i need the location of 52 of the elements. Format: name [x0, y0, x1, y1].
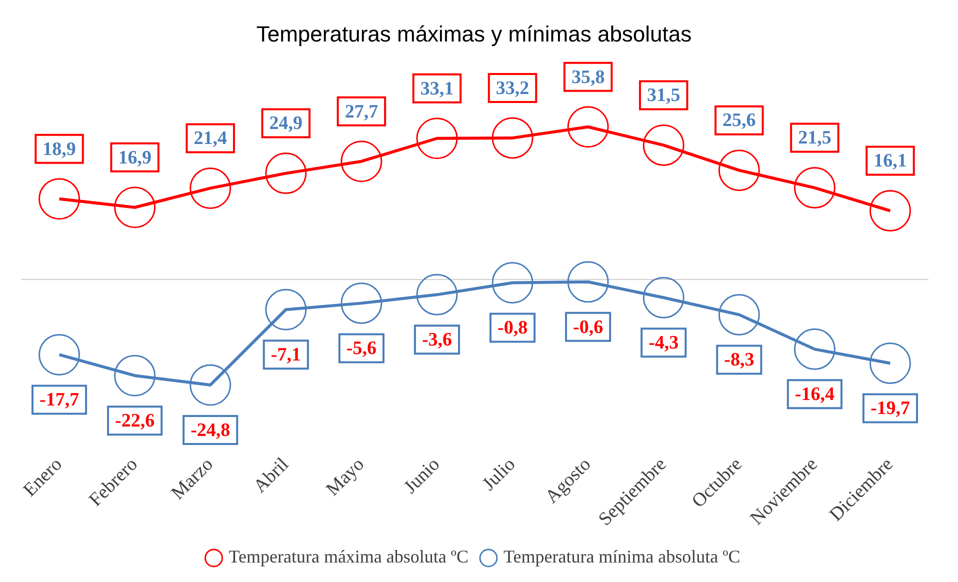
data-label: 27,7 — [344, 101, 379, 122]
data-label: -16,4 — [794, 384, 835, 406]
data-label: -22,6 — [115, 410, 155, 432]
legend-label: Temperatura máxima absoluta ºC — [228, 546, 469, 567]
point — [794, 328, 836, 370]
point — [190, 167, 232, 209]
data-label: -24,8 — [190, 420, 230, 441]
data-label: -0,6 — [573, 316, 604, 338]
data-label: -17,7 — [39, 390, 80, 411]
data-label: -5,6 — [346, 338, 376, 360]
point — [718, 150, 760, 192]
point — [38, 334, 80, 376]
x-tick-label: Julio — [478, 454, 520, 495]
data-label: 24,9 — [269, 113, 303, 134]
data-label: 16,1 — [874, 150, 907, 172]
legend-label: Temperatura mínima absoluta ºC — [503, 546, 740, 567]
data-label: -19,7 — [870, 398, 911, 420]
data-label: 25,6 — [722, 110, 756, 132]
data-label: 35,8 — [571, 66, 605, 88]
point — [265, 288, 307, 330]
point — [114, 186, 156, 228]
point — [718, 294, 760, 336]
data-label: 33,1 — [420, 78, 454, 100]
data-label: 21,4 — [194, 128, 228, 150]
chart-title: Temperaturas máximas y mínimas absolutas — [256, 21, 692, 46]
point — [265, 152, 307, 194]
point — [642, 124, 684, 166]
point — [190, 364, 232, 406]
data-label: 33,2 — [496, 78, 530, 99]
data-label: -0,8 — [497, 318, 528, 339]
point — [869, 190, 911, 232]
point — [416, 118, 458, 160]
point — [642, 276, 684, 318]
data-label: -8,3 — [724, 350, 754, 371]
point — [114, 354, 156, 396]
data-label: 31,5 — [646, 85, 680, 106]
point — [567, 261, 609, 303]
point — [567, 106, 609, 148]
data-label: 16,9 — [118, 147, 152, 168]
data-label: -7,1 — [270, 344, 301, 366]
data-label: 21,5 — [798, 128, 832, 149]
data-label: -4,3 — [648, 332, 679, 354]
point — [340, 282, 382, 324]
point — [794, 167, 836, 209]
data-label: 18,9 — [42, 138, 76, 160]
point — [869, 342, 911, 384]
point — [492, 117, 534, 159]
point — [38, 178, 80, 220]
data-label: -3,6 — [422, 330, 452, 351]
point — [340, 140, 382, 182]
point — [416, 274, 458, 316]
point — [492, 262, 534, 304]
